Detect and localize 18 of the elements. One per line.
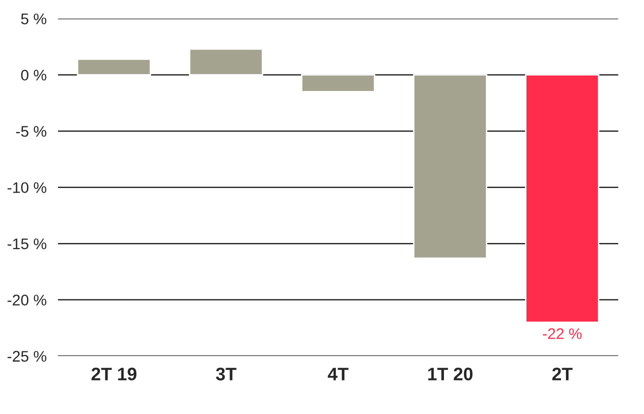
x-tick-label: 4T	[328, 368, 348, 380]
x-tick-label: 2T 19	[92, 368, 136, 380]
y-tick-label: 5 %	[21, 14, 46, 24]
x-tick-label: 1T 20	[428, 368, 473, 380]
bar	[188, 48, 264, 76]
bar	[525, 74, 600, 323]
x-tick-label: 3T	[216, 368, 236, 380]
data-label: -22 %	[542, 328, 582, 340]
bar	[413, 74, 488, 259]
y-tick-label: -15 %	[8, 238, 46, 250]
x-tick-label: 2T	[552, 368, 573, 380]
y-tick-label: -5 %	[16, 126, 46, 137]
y-tick-label: -25 %	[8, 350, 46, 362]
bar	[76, 58, 152, 76]
y-tick-label: 0 %	[21, 70, 46, 81]
bar	[300, 74, 376, 92]
y-tick-label: -20 %	[8, 294, 46, 306]
y-tick-label: -10 %	[8, 182, 46, 194]
